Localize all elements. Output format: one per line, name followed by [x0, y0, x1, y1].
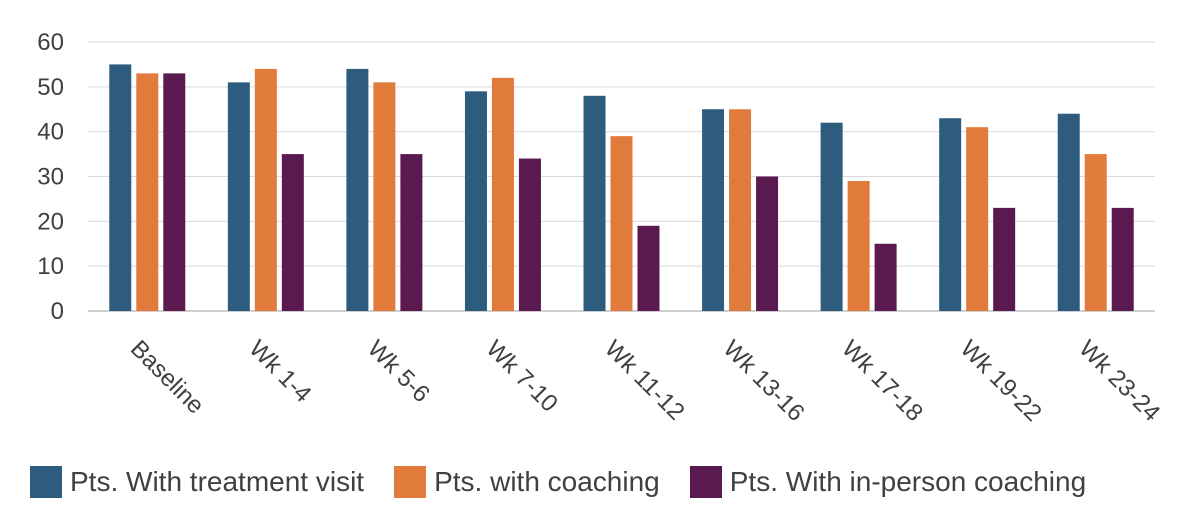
x-tick-label: Wk 13-16 — [718, 335, 810, 427]
y-tick-label: 20 — [37, 208, 64, 235]
legend-swatch — [689, 466, 722, 498]
y-axis-ticks: 0 10 20 30 40 50 60 — [37, 29, 64, 325]
y-tick-label: 40 — [37, 119, 64, 146]
legend-swatch — [30, 466, 62, 498]
bar — [109, 64, 132, 312]
bar — [847, 180, 870, 311]
legend: Pts. With treatment visit Pts. with coac… — [30, 458, 1086, 506]
legend-item-coaching: Pts. with coaching — [394, 466, 660, 498]
x-tick-label: Wk 19-22 — [955, 335, 1047, 427]
bar — [966, 127, 989, 311]
bar — [1057, 113, 1080, 311]
bar — [281, 154, 304, 311]
y-tick-label: 60 — [37, 29, 64, 56]
y-tick-label: 30 — [37, 164, 64, 191]
bar — [373, 82, 396, 311]
bar — [227, 82, 250, 311]
legend-label: Pts. With treatment visit — [70, 466, 365, 497]
bar — [939, 118, 962, 311]
x-tick-label: Wk 17-18 — [836, 335, 928, 427]
bar — [400, 154, 423, 311]
y-tick-label: 50 — [37, 74, 64, 101]
bar — [1084, 154, 1107, 311]
bar — [702, 109, 725, 311]
legend-item-in-person-coaching: Pts. With in-person coaching — [689, 466, 1087, 498]
legend-item-treatment-visit: Pts. With treatment visit — [30, 466, 364, 498]
y-tick-label: 0 — [51, 298, 64, 325]
bar — [163, 73, 186, 311]
bar — [993, 207, 1016, 311]
bar — [136, 73, 159, 311]
legend-swatch — [394, 466, 427, 498]
y-tick-label: 10 — [37, 253, 64, 280]
bar — [464, 91, 487, 311]
legend-label: Pts. with coaching — [434, 466, 660, 497]
bar — [583, 95, 606, 311]
bar — [518, 158, 541, 311]
bar — [729, 109, 752, 311]
bar — [1111, 207, 1134, 311]
bar — [610, 136, 633, 311]
bar — [820, 122, 843, 311]
x-tick-label: Wk 5-6 — [362, 335, 435, 408]
bar — [491, 77, 514, 311]
bar — [756, 176, 779, 311]
x-tick-label: Baseline — [125, 335, 209, 419]
bar — [254, 68, 277, 312]
bars — [109, 64, 1134, 312]
legend-label: Pts. With in-person coaching — [729, 466, 1087, 497]
bar — [346, 68, 369, 312]
x-tick-label: Wk 7-10 — [481, 335, 563, 417]
x-tick-label: Wk 11-12 — [599, 335, 689, 425]
x-tick-label: Wk 1-4 — [244, 335, 317, 408]
x-axis-labels: Baseline Wk 1-4 Wk 5-6 Wk 7-10 Wk 11-12 Wk 13… — [125, 335, 1165, 427]
bar — [637, 225, 660, 311]
x-tick-label: Wk 23-24 — [1073, 335, 1165, 427]
bar — [874, 243, 897, 311]
